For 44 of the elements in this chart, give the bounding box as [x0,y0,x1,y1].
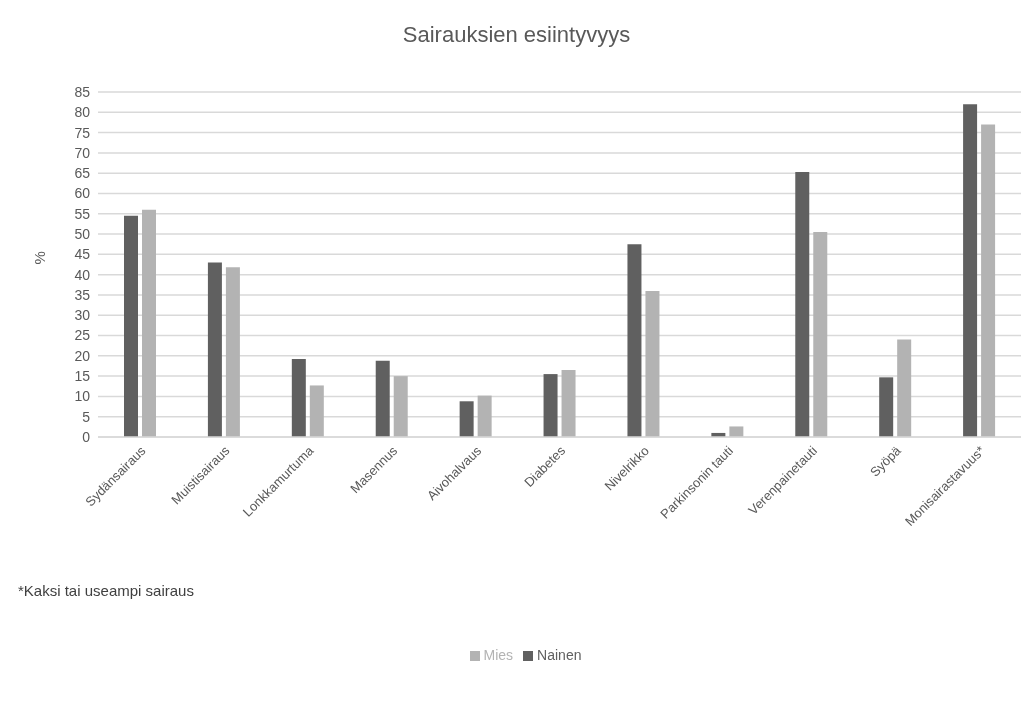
y-tick-label: 25 [74,327,91,344]
bar [813,232,828,437]
bar [795,171,810,437]
bar [627,244,642,437]
y-tick-label: 30 [74,307,91,324]
bar [645,290,660,437]
bar [981,124,996,437]
bar [375,360,390,437]
y-tick-label: 10 [74,388,91,405]
bar [879,377,894,437]
text: *Kaksi tai useampi sairaus [18,582,194,599]
y-tick-label: 20 [74,347,91,364]
y-tick-label: 65 [74,165,91,182]
y-tick-label: 50 [74,226,91,243]
legend-label: Mies [483,647,514,663]
y-tick-label: 75 [74,124,91,141]
y-tick-label: 0 [82,428,91,445]
y-tick-label: 5 [82,408,91,425]
y-tick-label: 55 [74,205,91,222]
bar [477,395,492,437]
y-tick-label: 45 [74,246,91,263]
y-tick-label: 35 [74,286,91,303]
chart-title: Sairauksien esiintyvyys [401,22,632,48]
bar [393,376,408,437]
bar [561,370,576,437]
y-tick-label: 70 [74,144,91,161]
y-tick-label: 80 [74,104,91,121]
y-tick-label: 40 [74,266,91,283]
bar [729,426,744,437]
bar [543,374,558,437]
y-axis-title: % [31,251,49,265]
y-tick-label: 85 [74,83,91,100]
bar [207,262,222,437]
bar [124,215,138,437]
y-tick-label: 15 [74,368,91,385]
bar [309,385,324,437]
bar [142,209,156,437]
bar [225,267,240,437]
y-tick-label: 60 [74,185,91,202]
bar [291,359,306,437]
bar [963,104,978,437]
legend-label: Nainen [537,647,582,663]
bar [459,401,474,437]
bar [897,339,912,437]
